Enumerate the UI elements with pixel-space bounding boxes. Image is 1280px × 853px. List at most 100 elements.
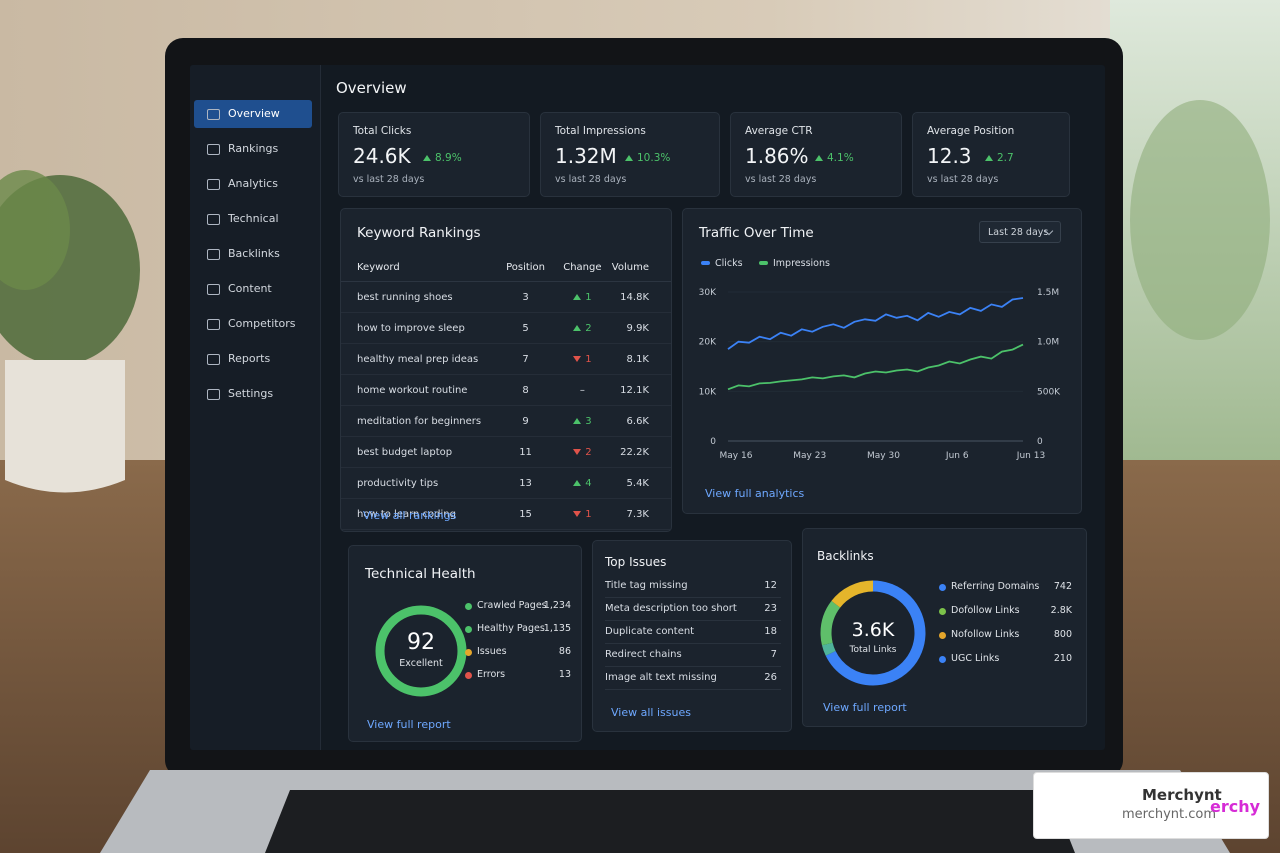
table-cell: 22.2K [610, 436, 671, 468]
kpi-card: Total Clicks 24.6K 8.9% vs last 28 days [338, 112, 530, 197]
backlinks-total: 3.6K [851, 619, 895, 641]
table-cell: best running shoes [341, 281, 498, 313]
issue-count: 23 [764, 603, 777, 614]
column-header: Change [553, 253, 611, 282]
y-tick-label: 30K [699, 288, 717, 298]
view-full-report-link[interactable]: View full report [367, 718, 451, 731]
view-full-analytics-link[interactable]: View full analytics [705, 487, 805, 500]
table-row: meditation for beginners 9 3 6.6K [341, 405, 671, 437]
table-cell: 1 [553, 343, 611, 375]
cell-text: 9.9K [626, 322, 649, 334]
down-arrow [573, 510, 582, 517]
nav-label: Technical [228, 212, 279, 225]
nav-item[interactable]: Backlinks [194, 240, 312, 268]
cell-text: 22.2K [620, 446, 649, 458]
legend-dot [465, 603, 472, 610]
kpi-note: vs last 28 days [745, 174, 817, 185]
watermark-overlay: erchy [1210, 797, 1261, 816]
kpi-card: Average Position 12.3 2.7 vs last 28 days [912, 112, 1070, 197]
nav-label: Content [228, 282, 272, 295]
kpi-change-value: 2.7 [997, 152, 1014, 164]
table-cell: how to improve sleep [341, 312, 498, 344]
table-cell: home workout routine [341, 374, 498, 406]
nav-label: Backlinks [228, 247, 280, 260]
item-label: Issues [477, 646, 507, 657]
cell-text: 3 [522, 291, 529, 303]
kpi-value: 1.86% [745, 144, 809, 168]
cell-text: 11 [519, 446, 532, 458]
view-all-issues-link[interactable]: View all issues [611, 706, 691, 719]
table-cell: how to learn coding [341, 498, 498, 530]
item-label: UGC Links [951, 653, 1000, 664]
cell-text: 8 [522, 384, 529, 396]
legend-dot [465, 649, 472, 656]
backlinks-donut [820, 580, 926, 686]
series-line [727, 297, 1024, 350]
health-score: 92 [407, 630, 435, 655]
column-header: Volume [610, 253, 671, 282]
nav-item[interactable]: Competitors [194, 310, 312, 338]
card-title: Technical Health [365, 566, 476, 582]
up-arrow [625, 155, 633, 161]
nav-item[interactable]: Analytics [194, 170, 312, 198]
cell-text: 1 [585, 291, 592, 303]
issue-label: Meta description too short [605, 603, 737, 614]
cell-text: how to learn coding [357, 508, 456, 520]
nav-item[interactable]: Content [194, 275, 312, 303]
nav-icon [207, 179, 220, 190]
kpi-change: 10.3% [625, 152, 670, 164]
kpi-change-value: 8.9% [435, 152, 462, 164]
card-title: Backlinks [817, 549, 874, 563]
table-cell: 15 [497, 498, 554, 530]
cell-text: 5 [522, 322, 529, 334]
issue-row: Duplicate content 18 [605, 621, 781, 644]
view-all-rankings-link[interactable]: View all rankings [363, 509, 457, 522]
x-tick-label: Jun 6 [945, 451, 969, 461]
nav-item[interactable]: Overview [194, 100, 312, 128]
table-cell: 3 [497, 281, 554, 313]
cell-text: 6.6K [626, 415, 649, 427]
issue-row: Title tag missing 12 [605, 575, 781, 598]
kpi-card: Total Impressions 1.32M 10.3% vs last 28 da… [540, 112, 720, 197]
table-cell: 2 [553, 312, 611, 344]
nav-item[interactable]: Settings [194, 380, 312, 408]
kpi-note: vs last 28 days [927, 174, 999, 185]
table-cell: 12.1K [610, 374, 671, 406]
cell-text: 9 [522, 415, 529, 427]
y-tick-label: 1.5M [1037, 288, 1059, 298]
table-cell: 11 [497, 436, 554, 468]
watermark-url: merchynt.com [1122, 807, 1217, 822]
issue-count: 26 [764, 672, 777, 683]
backlinks-card: Backlinks 3.6K Total Links View full rep… [802, 528, 1087, 727]
y-tick-label: 20K [699, 338, 717, 348]
nav-label: Settings [228, 387, 274, 400]
cell-text: 8.1K [626, 353, 649, 365]
x-tick-label: Jun 13 [1016, 451, 1045, 461]
cell-text: how to improve sleep [357, 322, 465, 334]
date-range-select[interactable]: Last 28 days [979, 221, 1061, 243]
cell-text: 5.4K [626, 477, 649, 489]
item-value: 800 [1053, 629, 1072, 640]
table-cell: 3 [553, 405, 611, 437]
nav-icon [207, 249, 220, 260]
kpi-label: Total Clicks [353, 125, 412, 137]
issue-label: Title tag missing [605, 580, 688, 591]
table-cell: 5.4K [610, 467, 671, 499]
item-value: 13 [558, 669, 571, 680]
table-cell: best budget laptop [341, 436, 498, 468]
health-status: Excellent [399, 658, 443, 669]
nav-item[interactable]: Technical [194, 205, 312, 233]
nav-item[interactable]: Rankings [194, 135, 312, 163]
view-full-report-link[interactable]: View full report [823, 701, 907, 714]
issue-row: Image alt text missing 26 [605, 667, 781, 690]
nav-item[interactable]: Reports [194, 345, 312, 373]
watermark-brand: Merchynt [1142, 786, 1222, 804]
table-row: how to improve sleep 5 2 9.9K [341, 312, 671, 344]
issue-row: Meta description too short 23 [605, 598, 781, 621]
issue-row: Redirect chains 7 [605, 644, 781, 667]
kpi-value: 24.6K [353, 144, 411, 168]
legend-dot [465, 672, 472, 679]
legend-label: Clicks [715, 258, 743, 269]
backlinks-total-label: Total Links [849, 645, 897, 655]
cell-text: 14.8K [620, 291, 649, 303]
